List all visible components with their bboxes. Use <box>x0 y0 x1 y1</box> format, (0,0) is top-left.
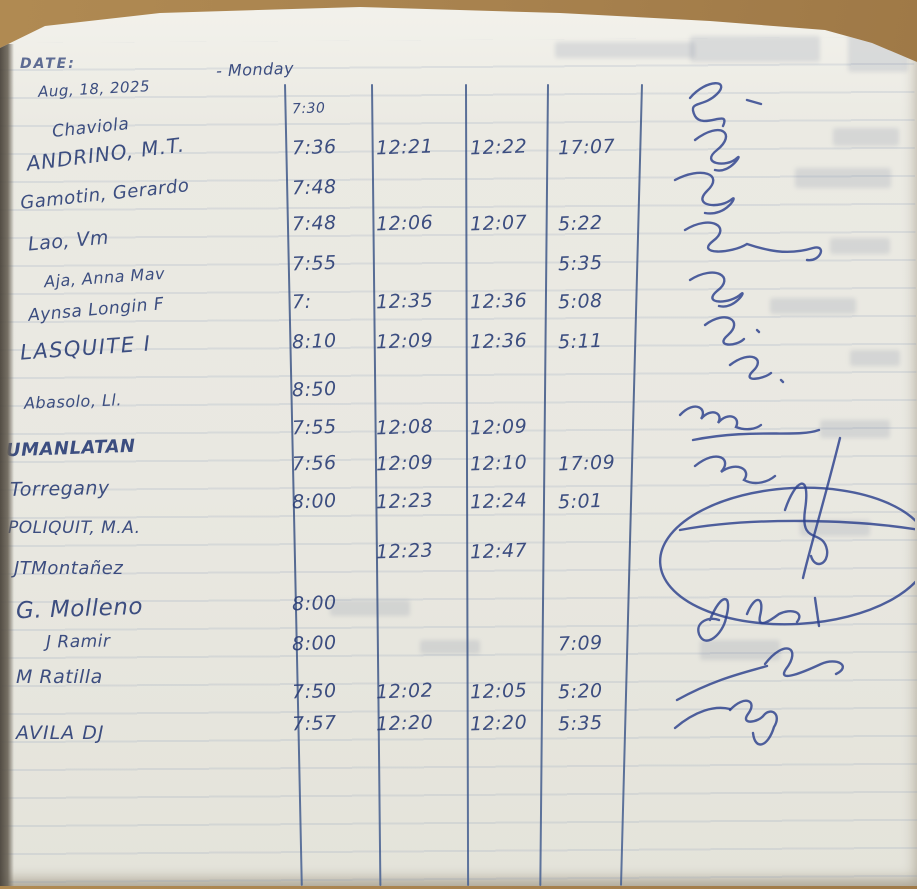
time-cell: 7:36 <box>291 135 338 160</box>
time-cell: 12:24 <box>469 489 528 514</box>
signature-scribble <box>697 596 821 642</box>
time-cell: 12:36 <box>469 329 528 354</box>
time-cell: 8:50 <box>291 377 338 402</box>
signature-scribble <box>673 699 778 746</box>
signature-scribble <box>703 316 761 346</box>
time-cell: 5:35 <box>557 251 604 276</box>
time-cell: 12:21 <box>375 135 434 160</box>
time-cell: 7:56 <box>291 451 338 476</box>
entry-name: Torregany <box>9 477 110 501</box>
entry-name: G. Molleno <box>15 593 144 625</box>
time-cell: 7:48 <box>291 175 338 200</box>
time-cell: 5:01 <box>557 489 604 514</box>
page-left-edge-shadow <box>0 44 14 886</box>
time-cell: 12:05 <box>469 679 528 704</box>
time-cell: 7:57 <box>291 711 338 736</box>
bleedthrough-mark <box>555 42 695 58</box>
time-cell: 7:55 <box>291 415 338 440</box>
time-cell: 12:47 <box>469 539 528 564</box>
time-cell: 5:20 <box>557 679 604 704</box>
signature-scribble <box>693 128 740 172</box>
time-cell: 8:00 <box>291 591 338 616</box>
entry-name: JTMontañez <box>14 558 124 579</box>
time-cell: 12:08 <box>375 415 434 440</box>
bleedthrough-mark <box>700 640 780 660</box>
bleedthrough-mark <box>420 640 480 654</box>
time-cell: 17:09 <box>557 451 616 476</box>
time-cell: 12:35 <box>375 289 434 314</box>
signature-column <box>658 82 915 746</box>
time-cell: 12:09 <box>375 329 434 354</box>
time-cell: 12:09 <box>375 451 434 476</box>
signature-scribble <box>728 355 785 384</box>
time-cell: 12:23 <box>375 489 434 514</box>
time-cell: 12:02 <box>375 679 434 704</box>
time-cell: 12:06 <box>375 211 434 236</box>
entry-name: AVILA DJ <box>16 722 105 744</box>
time-cell: 5:11 <box>557 329 604 354</box>
bleedthrough-mark <box>690 36 820 62</box>
signature-scribble <box>683 221 823 262</box>
time-cell: 12:22 <box>469 135 528 160</box>
time-cell: 8:00 <box>291 489 338 514</box>
signature-scribble <box>658 482 915 626</box>
time-cell: 12:09 <box>469 415 528 440</box>
entry-name: J Ramir <box>45 631 111 653</box>
time-cell: 7:50 <box>291 679 338 704</box>
bleedthrough-mark <box>330 600 410 616</box>
time-cell: 7: <box>291 290 312 314</box>
bleedthrough-mark <box>830 238 890 254</box>
time-cell: 8:00 <box>291 631 338 656</box>
bleedthrough-mark <box>820 420 890 438</box>
signature-scribble <box>678 405 821 442</box>
time-cell: 7:09 <box>557 631 604 656</box>
bleedthrough-mark <box>770 298 856 314</box>
bleedthrough-mark <box>850 350 900 366</box>
signature-scribble <box>688 82 763 128</box>
time-cell: 17:07 <box>557 135 616 160</box>
time-cell: 12:36 <box>469 289 528 314</box>
bleedthrough-mark <box>848 26 908 72</box>
time-cell: 5:35 <box>557 711 604 736</box>
time-cell: 5:08 <box>557 289 604 314</box>
bleedthrough-mark <box>795 168 891 188</box>
time-cell: 12:20 <box>469 711 528 736</box>
signature-scribble <box>693 436 842 580</box>
day-value: - Monday <box>215 58 295 81</box>
time-cell: 12:10 <box>469 451 528 476</box>
time-cell: 7:48 <box>291 211 338 236</box>
bleedthrough-mark <box>833 128 899 146</box>
entry-name: M Ratilla <box>16 666 103 688</box>
time-cell: 7:55 <box>291 251 338 276</box>
date-label: DATE: <box>20 56 76 72</box>
signature-scribble <box>675 647 844 702</box>
time-cell: 8:10 <box>291 329 338 354</box>
time-cell: 5:22 <box>557 211 604 236</box>
time-cell: 12:23 <box>375 539 434 564</box>
signature-scribble <box>688 271 744 308</box>
time-cell: 12:20 <box>375 711 434 736</box>
time-cell: 7:30 <box>291 100 326 118</box>
entry-name: Abasolo, Ll. <box>23 390 123 413</box>
entry-name: POLIQUIT, M.A. <box>8 518 141 538</box>
time-cell: 12:07 <box>469 211 528 236</box>
signature-scribble <box>673 171 735 215</box>
